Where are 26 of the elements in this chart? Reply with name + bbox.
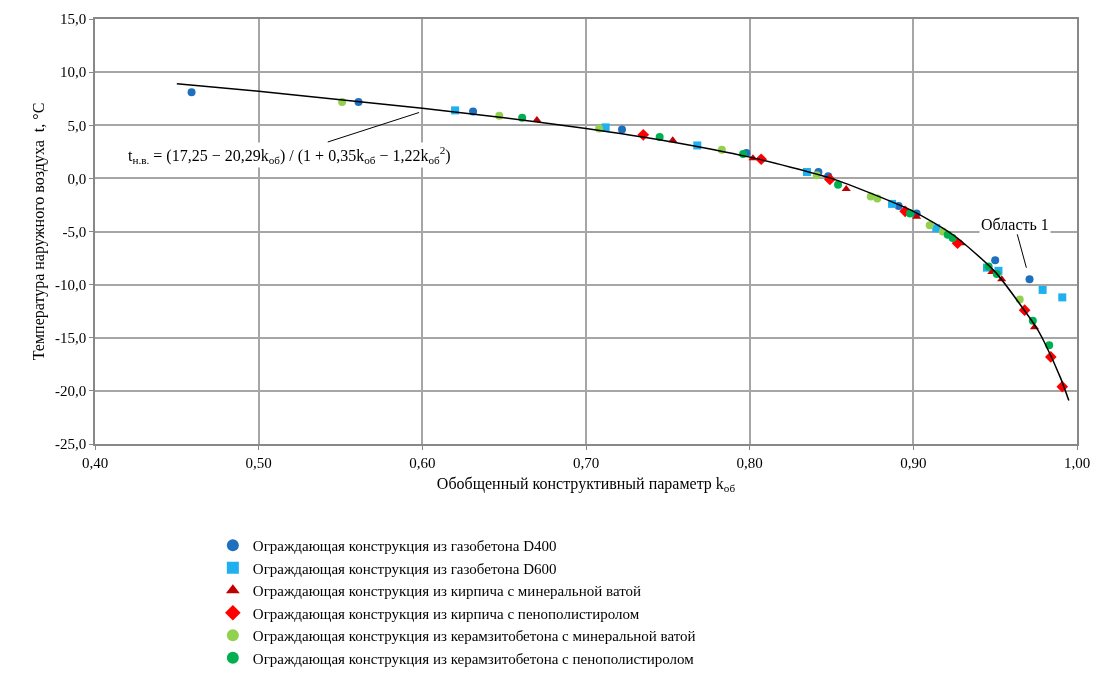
legend-label: Ограждающая конструкция из кирпича с пенополистиролом	[252, 605, 640, 622]
x-tick-label: 0,80	[736, 454, 763, 471]
y-tick-label: 10,0	[60, 64, 87, 81]
y-axis-title: Температура наружного воздуха t, °С	[30, 102, 49, 361]
legend-label: Ограждающая конструкция из газобетона D600	[252, 560, 557, 577]
x-axis-title: Обобщенный конструктивный параметр k$_{об}$	[436, 474, 736, 495]
y-tick-label: -10,0	[55, 276, 87, 293]
legend-label: Ограждающая конструкция из керамзитобетона с минеральной ватой	[252, 628, 696, 645]
x-tick-label: 0,40	[81, 454, 109, 471]
x-tick-label: 0,60	[409, 454, 436, 471]
annotation: Область 1	[981, 216, 1049, 233]
y-tick-label: -15,0	[55, 330, 87, 346]
y-tick-label: 15,0	[60, 11, 87, 28]
x-tick-label: 1,00	[1063, 454, 1091, 471]
y-tick-label: -5,0	[62, 223, 87, 240]
text: t$_{н.в.}$ = (17,25 − 20,29k$_{об}$) / (1 + 0,35k$_{об}$ − 1,22k$_{об}$$^{2}$)	[128, 144, 451, 167]
x-tick-label: 0,90	[900, 454, 927, 471]
x-tick-label: 0,70	[572, 454, 600, 471]
x-tick-label: 0,50	[245, 454, 272, 471]
y-tick-label: -25,0	[55, 436, 87, 453]
legend-label: Ограждающая конструкция из газобетона D400	[252, 538, 557, 555]
y-tick-label: 0,0	[67, 170, 87, 187]
y-tick-label: 5,0	[67, 117, 87, 134]
y-tick-label: -20,0	[55, 383, 87, 400]
legend-label: Ограждающая конструкция из кирпича с минеральной ватой	[252, 583, 642, 600]
legend-label: Ограждающая конструкция из керамзитобетона с пенополистиролом	[252, 650, 695, 667]
